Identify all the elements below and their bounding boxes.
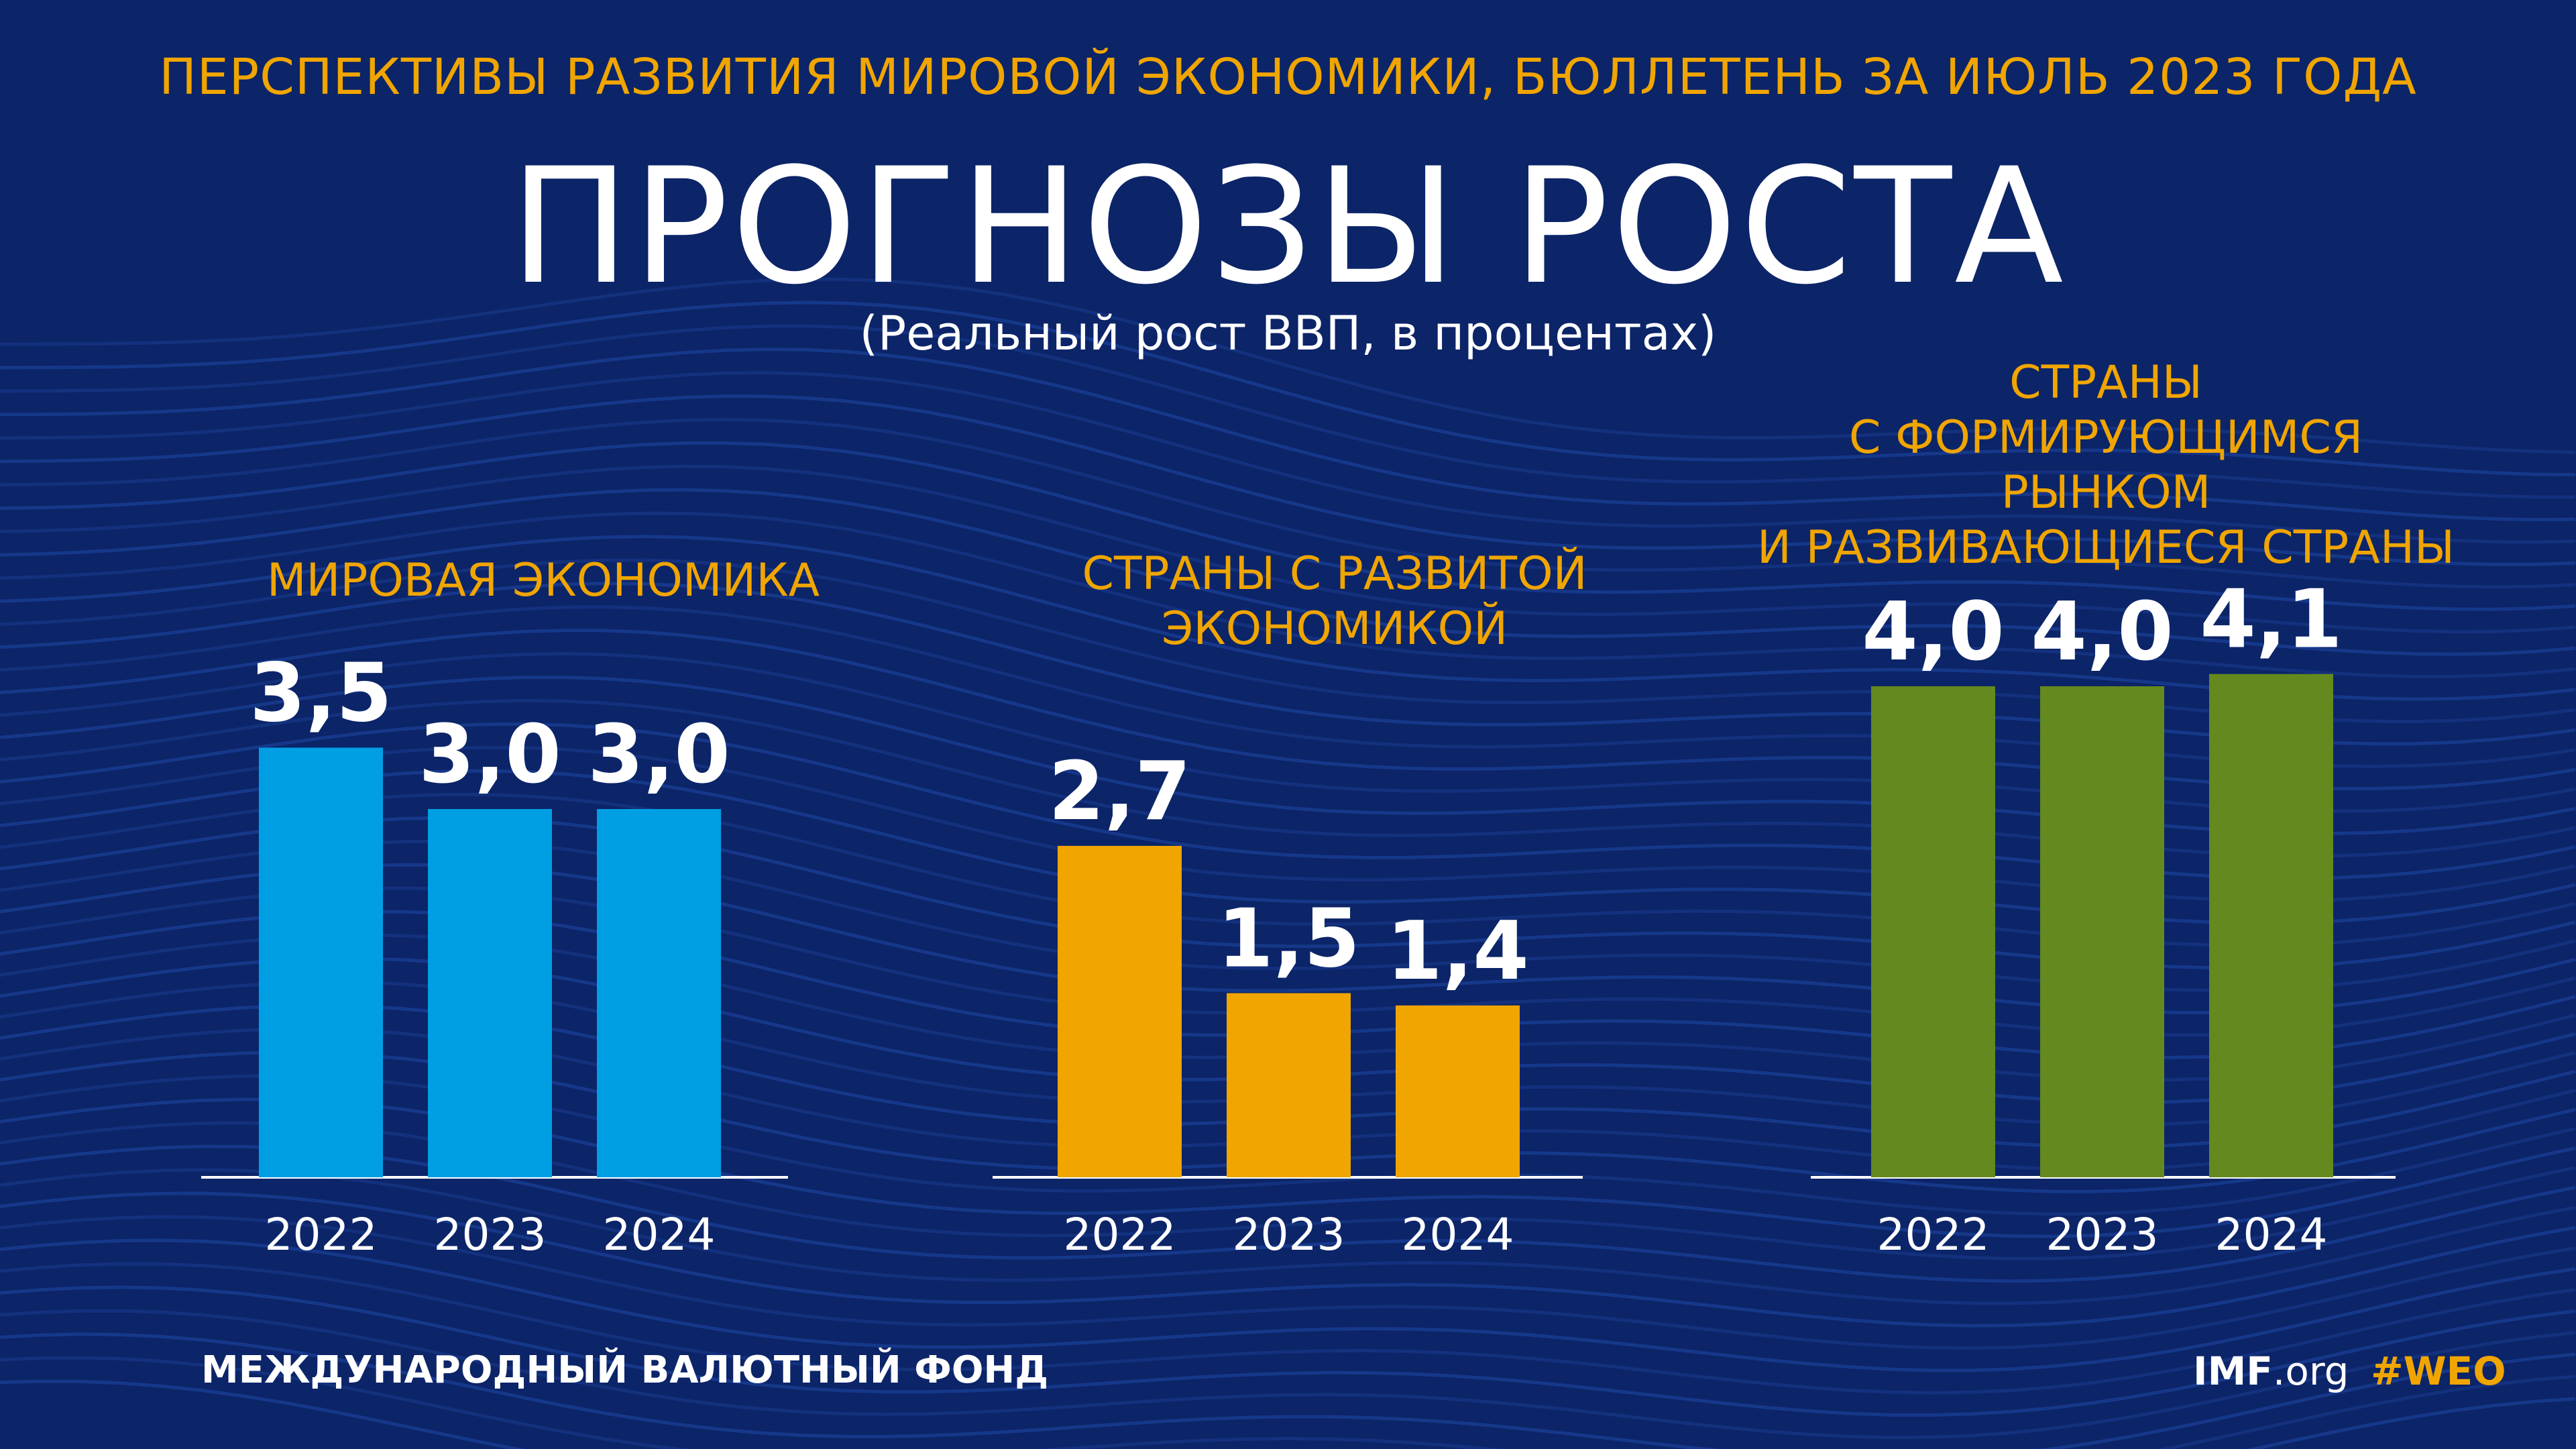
x-tick-label: 2024 — [1402, 1209, 1514, 1260]
data-label: 4,1 — [2200, 574, 2343, 667]
wave-line — [0, 394, 2576, 566]
weo-hashtag[interactable]: #WEO — [2371, 1348, 2506, 1394]
wave-line — [0, 1238, 2576, 1373]
data-label: 3,0 — [418, 708, 561, 802]
wave-line — [0, 277, 2576, 454]
org-name: МЕЖДУНАРОДНЫЙ ВАЛЮТНЫЙ ФОНД — [201, 1348, 1049, 1392]
wave-line — [0, 1309, 2576, 1440]
panel-title-line: С ФОРМИРУЮЩИМСЯ РЫНКОМ — [1848, 411, 2363, 519]
panel-title-world: МИРОВАЯ ЭКОНОМИКА — [201, 553, 885, 608]
wave-line — [0, 464, 2576, 634]
bar-2023 — [1227, 993, 1351, 1177]
imf-site-link[interactable]: IMF.org — [2193, 1348, 2349, 1394]
wave-line — [0, 371, 2576, 544]
imf-site-rest: .org — [2272, 1348, 2349, 1394]
x-tick-label: 2023 — [434, 1209, 547, 1260]
wave-line — [0, 535, 2576, 701]
wave-line — [0, 324, 2576, 499]
x-tick-label: 2023 — [2046, 1209, 2159, 1260]
x-tick-label: 2024 — [603, 1209, 716, 1260]
x-tick-label: 2024 — [2215, 1209, 2328, 1260]
panel-title-line: И РАЗВИВАЮЩИЕСЯ СТРАНЫ — [1757, 521, 2455, 574]
chart-panel-0: 3,5 2022 3,0 2023 3,0 2024 — [201, 647, 788, 1260]
panel-title-advanced: СТРАНЫ С РАЗВИТОЙ ЭКОНОМИКОЙ — [993, 547, 1677, 657]
data-label: 1,5 — [1217, 893, 1360, 986]
panel-title-line: СТРАНЫ С РАЗВИТОЙ — [1082, 547, 1587, 600]
wave-line — [0, 511, 2576, 678]
chart-panel-1: 2,7 2022 1,5 2023 1,4 2024 — [993, 745, 1583, 1260]
wave-line — [0, 1332, 2576, 1449]
panel-title-line: СТРАНЫ — [2009, 356, 2202, 409]
x-tick-label: 2022 — [265, 1209, 378, 1260]
bar-2024 — [2209, 674, 2333, 1177]
data-label: 3,0 — [587, 708, 730, 802]
wave-line — [0, 441, 2576, 611]
page-title: ПРОГНОЗЫ РОСТА — [510, 134, 2066, 320]
chart-panel-2: 4,0 2022 4,0 2023 4,1 2024 — [1811, 574, 2396, 1260]
bar-2023 — [428, 809, 552, 1177]
wave-line — [0, 1215, 2576, 1350]
imf-site-bold: IMF — [2193, 1348, 2273, 1394]
wave-line — [0, 1262, 2576, 1395]
x-tick-label: 2022 — [1064, 1209, 1176, 1260]
bar-2024 — [597, 809, 721, 1177]
data-label: 2,7 — [1048, 745, 1191, 839]
panel-title-line: МИРОВАЯ ЭКОНОМИКА — [266, 554, 820, 607]
data-label: 4,0 — [2031, 586, 2174, 679]
data-label: 4,0 — [1862, 586, 2005, 679]
wave-line — [0, 488, 2576, 656]
panel-title-line: ЭКОНОМИКОЙ — [1161, 602, 1508, 655]
panel-title-emerging: СТРАНЫ С ФОРМИРУЮЩИМСЯ РЫНКОМ И РАЗВИВАЮ… — [1744, 356, 2468, 576]
x-tick-label: 2023 — [1233, 1209, 1345, 1260]
x-tick-label: 2022 — [1877, 1209, 1990, 1260]
page-subtitle: (Реальный рост ВВП, в процентах) — [859, 306, 1717, 361]
bar-2022 — [1871, 686, 1995, 1177]
bar-2022 — [259, 747, 383, 1177]
wave-line — [0, 347, 2576, 522]
report-kicker: ПЕРСПЕКТИВЫ РАЗВИТИЯ МИРОВОЙ ЭКОНОМИКИ, … — [159, 48, 2417, 106]
data-label: 1,4 — [1386, 905, 1529, 998]
wave-line — [0, 417, 2576, 589]
bar-2023 — [2040, 686, 2164, 1177]
wave-line — [0, 301, 2576, 477]
data-label: 3,5 — [249, 647, 392, 741]
bar-2024 — [1396, 1005, 1520, 1177]
wave-line — [0, 1168, 2576, 1305]
wave-line — [0, 1285, 2576, 1417]
wave-line — [0, 1356, 2576, 1449]
wave-line — [0, 1191, 2576, 1328]
wave-line — [0, 1379, 2576, 1449]
bar-2022 — [1058, 845, 1182, 1177]
